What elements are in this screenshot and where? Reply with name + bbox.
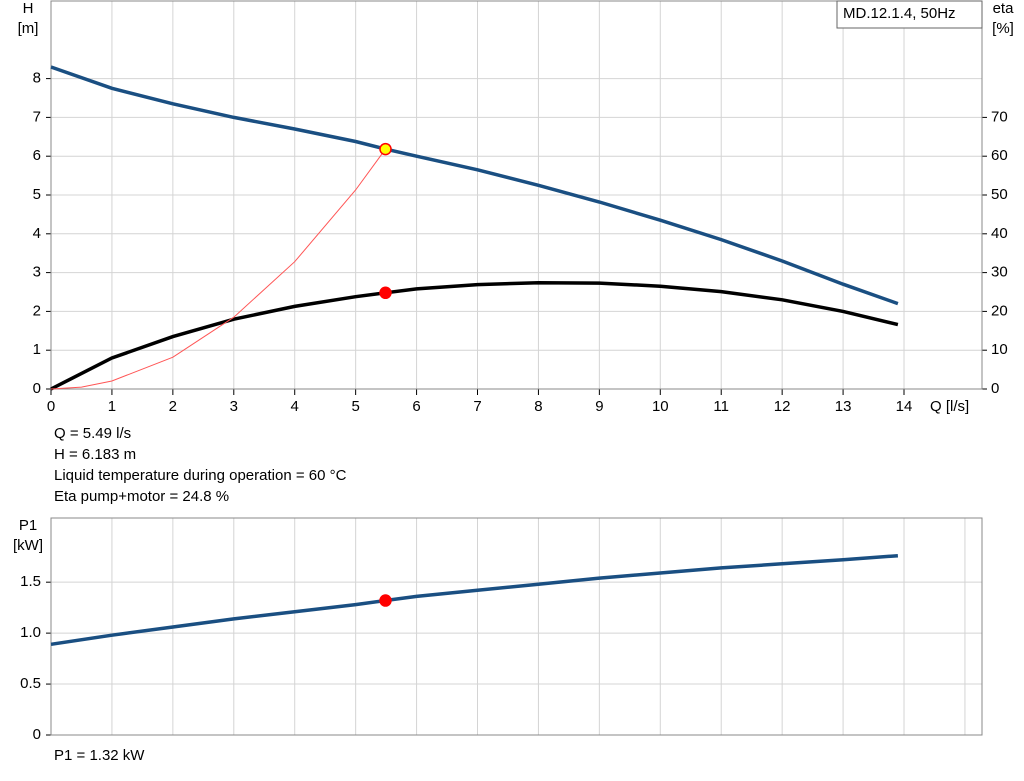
operating-point [379, 286, 392, 300]
y2-tick-label: 0 [991, 380, 999, 397]
y-tick-label: 8 [33, 70, 41, 87]
annotation: H = 6.183 m [54, 446, 136, 463]
x-tick-label: 11 [713, 398, 729, 415]
y-tick-label: 1.0 [20, 624, 41, 641]
operating-point [379, 594, 392, 607]
y-tick-label: 6 [33, 147, 41, 164]
plot-area [51, 518, 982, 735]
legend-box [836, 0, 983, 29]
x-axis-label: Q [l/s] [930, 398, 969, 415]
y-tick-label: 1 [33, 341, 41, 358]
series-line [50, 148, 386, 390]
y2-tick-label: 30 [991, 264, 1008, 281]
x-tick-label: 4 [291, 398, 299, 415]
x-tick-label: 12 [774, 398, 791, 415]
annotation: P1 = 1.32 kW [54, 747, 145, 764]
series-line [50, 280, 899, 391]
x-tick-label: 10 [652, 398, 669, 415]
y2-axis-label: eta [993, 0, 1015, 17]
y-tick-label: 0.5 [20, 675, 41, 692]
y-tick-label: 4 [33, 225, 41, 242]
y-tick-label: 2 [33, 302, 41, 319]
y2-tick-label: 70 [991, 108, 1008, 125]
y2-tick-label: 50 [991, 186, 1008, 203]
y2-tick-label: 10 [991, 341, 1008, 358]
y-tick-label: 1.5 [20, 573, 41, 590]
y-tick-label: 3 [33, 264, 41, 281]
y-tick-label: 0 [33, 380, 41, 397]
x-tick-label: 2 [169, 398, 177, 415]
annotation: Q = 5.49 l/s [54, 425, 131, 442]
x-tick-label: 3 [230, 398, 238, 415]
y2-tick-label: 20 [991, 302, 1008, 319]
y-axis-label: P1 [19, 517, 37, 534]
x-tick-label: 9 [595, 398, 603, 415]
annotation: Eta pump+motor = 24.8 % [54, 488, 229, 505]
x-tick-label: 13 [835, 398, 852, 415]
y-axis-label: H [23, 0, 34, 17]
y2-tick-label: 60 [991, 147, 1008, 164]
series-line [50, 553, 899, 647]
y-axis-label: [m] [18, 20, 39, 37]
legend-text: MD.12.1.4, 50Hz [843, 5, 956, 22]
x-tick-label: 5 [351, 398, 359, 415]
y2-axis-label: [%] [992, 20, 1014, 37]
plot-frame [50, 517, 983, 736]
y-axis-label: [kW] [13, 537, 43, 554]
y2-tick-label: 40 [991, 225, 1008, 242]
y-tick-label: 7 [33, 108, 41, 125]
annotation: Liquid temperature during operation = 60… [54, 467, 347, 484]
y-tick-label: 0 [33, 726, 41, 743]
y-tick-label: 5 [33, 186, 41, 203]
x-tick-label: 6 [412, 398, 420, 415]
x-tick-label: 14 [896, 398, 913, 415]
x-tick-label: 1 [108, 398, 116, 415]
operating-point [379, 142, 392, 156]
x-tick-label: 0 [47, 398, 55, 415]
x-tick-label: 8 [534, 398, 542, 415]
series-line [50, 65, 899, 306]
plot-frame [50, 0, 983, 390]
x-tick-label: 7 [473, 398, 481, 415]
